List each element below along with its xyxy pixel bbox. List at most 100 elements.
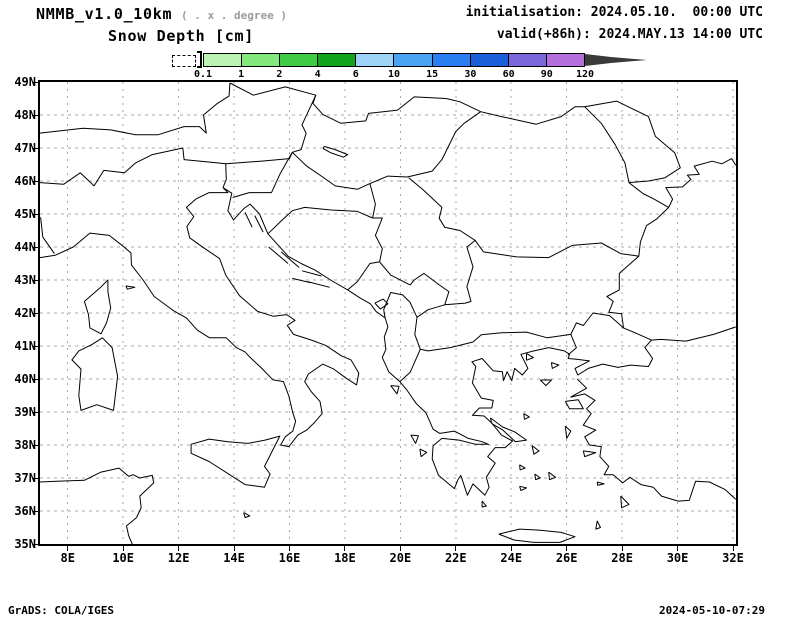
island-outline-path: [519, 485, 527, 491]
lon-tick-mark: [677, 546, 679, 551]
lat-tick-label: 35N: [14, 537, 36, 551]
lon-tick-label: 14E: [223, 551, 245, 565]
lon-tick-label: 22E: [444, 551, 467, 565]
map-frame: [38, 80, 738, 546]
lat-tick-label: 46N: [14, 174, 36, 188]
lat-tick-mark: [33, 279, 38, 281]
colorbar-level-label: 4: [314, 69, 321, 80]
colorbar-level-label: 60: [502, 69, 515, 80]
island-outline-path: [550, 362, 560, 369]
lat-tick-mark: [33, 411, 38, 413]
island-outline-path: [564, 425, 572, 439]
country-border-path: [369, 111, 481, 185]
lon-tick-mark: [122, 546, 124, 551]
lat-tick-mark: [33, 246, 38, 248]
lat-tick-label: 43N: [14, 273, 36, 287]
colorbar-level-label: 1: [238, 69, 245, 80]
country-border-path: [481, 312, 624, 339]
colorbar-level-label: 30: [464, 69, 477, 80]
island-outline-path: [523, 413, 530, 420]
country-border-path: [267, 206, 383, 291]
country-border-path: [379, 240, 476, 306]
island-outline-path: [419, 448, 428, 458]
country-border-path: [39, 147, 227, 188]
island-outline-path: [620, 495, 630, 509]
lat-tick-mark: [33, 378, 38, 380]
coastline-path: [39, 467, 155, 546]
colorbar-segment: [279, 54, 318, 66]
colorbar-level-label: 0.1: [193, 69, 213, 80]
colorbar-segment: [355, 54, 394, 66]
country-border-path: [383, 292, 418, 318]
colorbar-underflow-box: [172, 55, 196, 67]
lat-tick-label: 36N: [14, 504, 36, 518]
island-outline-path: [519, 464, 526, 471]
country-border-path: [408, 177, 639, 259]
island-outline-path: [390, 385, 400, 395]
lat-tick-label: 41N: [14, 339, 36, 353]
island-outline-path: [125, 285, 136, 290]
small-island-stroke: [307, 281, 330, 288]
lat-tick-mark: [33, 510, 38, 512]
colorbar-segment: [317, 54, 356, 66]
grads-credit: GrADS: COLA/IGES: [8, 604, 114, 617]
country-border-path: [225, 151, 371, 190]
variable-title: Snow Depth [cm]: [108, 27, 254, 45]
lon-tick-mark: [288, 546, 290, 551]
island-outline-path: [596, 481, 605, 486]
island-outline-path: [190, 435, 281, 488]
colorbar-overflow-arrow-icon: [585, 54, 647, 66]
island-outline-path: [322, 145, 349, 158]
lat-tick-mark: [33, 213, 38, 215]
lon-tick-mark: [344, 546, 346, 551]
lon-tick-label: 10E: [112, 551, 134, 565]
lon-tick-label: 16E: [278, 551, 301, 565]
island-outline-path: [410, 434, 419, 444]
lon-tick-label: 18E: [334, 551, 356, 565]
lat-tick-label: 48N: [14, 108, 36, 122]
lon-tick-mark: [732, 546, 734, 551]
lat-tick-label: 39N: [14, 405, 36, 419]
lat-tick-mark: [33, 180, 38, 182]
country-border-path: [40, 217, 55, 254]
colorbar-segment: [241, 54, 280, 66]
country-border-path: [39, 82, 231, 136]
colorbar-level-label: 120: [575, 69, 595, 80]
model-resolution-note: ( . x . degree ): [181, 9, 287, 22]
lon-tick-mark: [566, 546, 568, 551]
initialisation-time-label: initialisation: 2024.05.10. 00:00 UTC: [465, 5, 763, 20]
lon-tick-label: 28E: [611, 551, 633, 565]
country-border-path: [229, 82, 481, 124]
lat-tick-mark: [33, 477, 38, 479]
island-outline-path: [243, 512, 251, 519]
lat-tick-mark: [33, 345, 38, 347]
colorbar-level-label: 10: [387, 69, 401, 80]
lat-tick-label: 42N: [14, 306, 36, 320]
lon-tick-mark: [455, 546, 457, 551]
lon-tick-label: 8E: [60, 551, 75, 565]
island-outline-path: [539, 379, 552, 387]
colorbar-segment: [204, 54, 242, 66]
lat-tick-mark: [33, 543, 38, 545]
island-outline-path: [374, 298, 389, 310]
country-border-path: [584, 100, 681, 184]
colorbar-level-label: 2: [276, 69, 283, 80]
country-border-path: [369, 183, 376, 219]
creation-timestamp: 2024-05-10-07:29: [659, 604, 765, 617]
colorbar-segment: [507, 54, 546, 66]
colorbar-segment: [431, 54, 470, 66]
colorbar-segment: [469, 54, 508, 66]
lon-tick-label: 12E: [167, 551, 190, 565]
country-border-path: [399, 349, 421, 382]
island-outline-path: [526, 353, 534, 361]
island-outline-path: [481, 500, 487, 508]
small-island-stroke: [268, 246, 289, 264]
lon-tick-mark: [67, 546, 69, 551]
island-outline-path: [564, 399, 584, 410]
country-border-path: [414, 304, 482, 352]
lat-tick-label: 49N: [14, 75, 36, 89]
lat-tick-mark: [33, 81, 38, 83]
small-island-stroke: [301, 270, 322, 277]
coastline-path: [606, 158, 737, 341]
